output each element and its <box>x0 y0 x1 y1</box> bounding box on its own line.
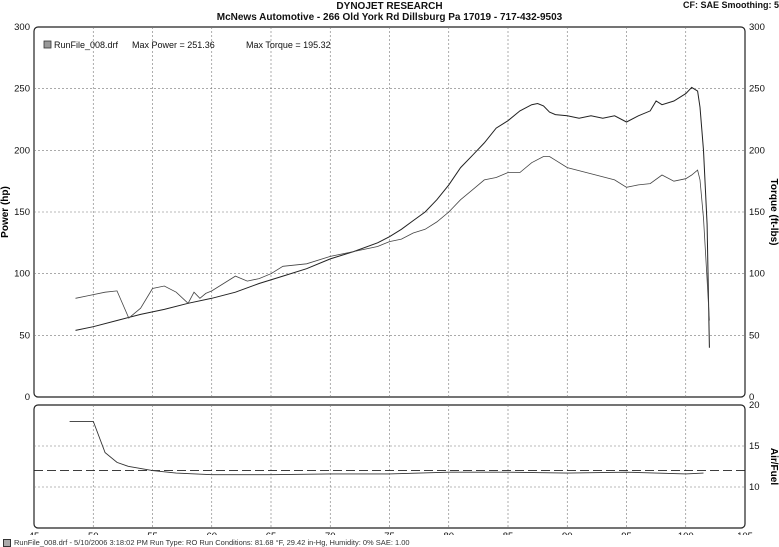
run-info-text: RunFile_008.drf - 5/10/2006 3:18:02 PM R… <box>14 538 410 547</box>
x-tick-label: 105 <box>737 531 753 535</box>
y2-tick-label: 0 <box>749 392 754 403</box>
legend-max-torque: Max Torque = 195.32 <box>246 40 331 50</box>
chart-subtitle: McNews Automotive - 266 Old York Rd Dill… <box>216 12 563 23</box>
y2-tick-label: 250 <box>749 84 765 95</box>
run-file-swatch <box>3 538 11 547</box>
x-tick-label: 95 <box>621 531 632 535</box>
y2-tick-label: 50 <box>749 330 760 341</box>
power-series-line <box>75 86 710 348</box>
x-tick-label: 80 <box>443 531 454 535</box>
power-torque-panel: 0 50 100 150 200 250 300 0 50 100 150 200 250 300 Powe… <box>0 22 779 403</box>
cf-smoothing-label: CF: SAE Smoothing: 5 <box>683 0 779 10</box>
legend-file: RunFile_008.drf <box>54 40 119 50</box>
x-tick-label: 90 <box>562 531 573 535</box>
y2-axis-title: Torque (ft-lbs) <box>768 178 779 245</box>
y2-tick-label: 300 <box>749 22 765 33</box>
y-tick-label: 150 <box>14 207 30 218</box>
x-tick-label: 45 <box>29 531 40 535</box>
afr-tick-label: 15 <box>749 441 760 452</box>
x-tick-label: 50 <box>88 531 99 535</box>
y2-tick-label: 200 <box>749 145 765 156</box>
chart-title: DYNOJET RESEARCH <box>336 1 443 12</box>
legend-swatch <box>43 40 52 49</box>
afr-tick-label: 20 <box>749 400 760 411</box>
y-tick-label: 50 <box>19 330 30 341</box>
y-tick-label: 200 <box>14 145 30 156</box>
dyno-chart: 0 50 100 150 200 250 300 0 50 100 150 200 250 300 Powe… <box>0 22 779 535</box>
run-info-footer: RunFile_008.drf - 5/10/2006 3:18:02 PM R… <box>3 538 410 547</box>
afr-tick-label: 10 <box>749 482 760 493</box>
x-tick-label: 75 <box>384 531 395 535</box>
x-tick-label: 70 <box>325 531 336 535</box>
afr-series-line <box>69 420 704 476</box>
legend-max-power: Max Power = 251.36 <box>132 40 215 50</box>
x-axis: 4550556065707580859095100105Speed (mph) <box>29 531 753 535</box>
y2-tick-label: 150 <box>749 207 765 218</box>
x-tick-label: 55 <box>147 531 158 535</box>
y-axis-title: Power (hp) <box>0 186 11 238</box>
y2-tick-label: 100 <box>749 269 765 280</box>
x-tick-label: 60 <box>206 531 217 535</box>
y-tick-label: 250 <box>14 84 30 95</box>
torque-series-line <box>75 156 710 321</box>
afr-axis-title: Air/Fuel <box>768 448 779 485</box>
y-tick-label: 100 <box>14 269 30 280</box>
y-tick-label: 0 <box>25 392 30 403</box>
x-tick-label: 85 <box>503 531 514 535</box>
air-fuel-panel: 10 15 20 Air/Fuel <box>33 400 779 529</box>
y-tick-label: 300 <box>14 22 30 33</box>
x-tick-label: 100 <box>678 531 694 535</box>
x-tick-label: 65 <box>266 531 277 535</box>
